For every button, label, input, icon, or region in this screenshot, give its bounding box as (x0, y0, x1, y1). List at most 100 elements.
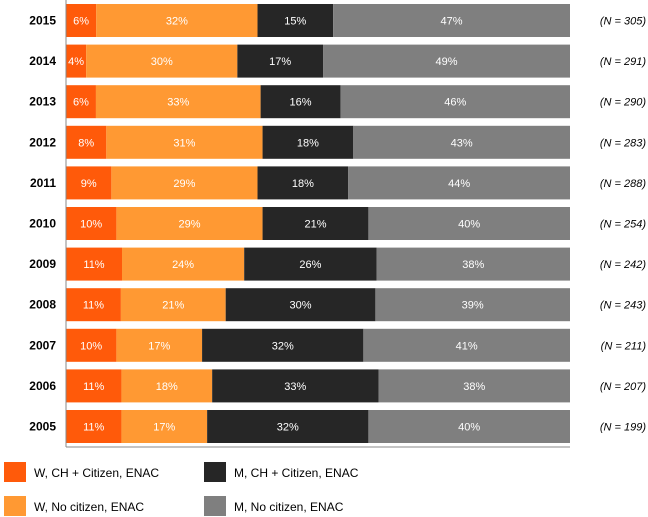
bar-segment-2013-s2 (260, 85, 341, 119)
bar-segment-2009-s3 (376, 247, 570, 281)
data-label-2013-s2: 16% (290, 97, 312, 109)
bar-segment-2006-s2 (212, 369, 379, 403)
legend-label-2: M, CH + Citizen, ENAC (234, 466, 359, 480)
bar-segment-2010-s2 (262, 207, 369, 240)
data-label-2007-s0: 10% (80, 340, 102, 352)
data-label-2014-s3: 49% (436, 56, 458, 68)
data-label-2007-s1: 17% (148, 340, 170, 352)
n-label-2015: (N = 305) (600, 16, 646, 28)
bar-segment-2012-s0 (66, 125, 107, 159)
bars-group (66, 4, 570, 443)
data-label-2008-s2: 30% (290, 300, 312, 312)
bar-segment-2005-s1 (121, 410, 208, 443)
data-label-2014-s2: 17% (269, 56, 291, 68)
data-label-2008-s1: 21% (162, 300, 184, 312)
data-label-2007-s3: 41% (456, 340, 478, 352)
bar-segment-2015-s0 (66, 4, 97, 37)
data-label-2012-s3: 43% (451, 137, 473, 149)
year-label-2009: 2009 (29, 257, 56, 271)
bar-segment-2010-s1 (116, 207, 263, 240)
data-label-2012-s2: 18% (297, 137, 319, 149)
data-label-2006-s2: 33% (284, 381, 306, 393)
bar-segment-2006-s0 (66, 369, 122, 403)
bar-segment-2012-s2 (262, 125, 354, 159)
bar-segment-2015-s2 (257, 4, 334, 37)
year-label-2006: 2006 (29, 379, 56, 393)
bar-segment-2013-s1 (95, 85, 261, 119)
bar-segment-2009-s0 (66, 247, 122, 281)
data-label-2015-s2: 15% (284, 16, 306, 28)
data-label-2010-s1: 29% (178, 219, 200, 231)
data-label-2012-s1: 31% (173, 137, 195, 149)
year-label-2012: 2012 (29, 135, 56, 149)
bar-segment-2014-s0 (66, 44, 87, 78)
n-label-2006: (N = 207) (600, 381, 646, 393)
bar-segment-2007-s1 (116, 328, 203, 362)
legend-swatch-0 (4, 462, 26, 482)
legend: W, CH + Citizen, ENAC M, CH + Citizen, EN… (4, 462, 359, 516)
bar-segment-2014-s3 (323, 44, 570, 78)
year-label-2011: 2011 (30, 176, 56, 190)
data-label-2011-s0: 9% (81, 178, 97, 190)
data-label-2008-s3: 39% (462, 300, 484, 312)
bar-segment-2007-s3 (363, 328, 570, 362)
bar-segment-2014-s1 (86, 44, 238, 78)
n-label-2007: (N = 211) (601, 340, 647, 352)
bar-segment-2008-s3 (375, 288, 570, 322)
data-label-2012-s0: 8% (78, 137, 94, 149)
legend-label-3: M, No citizen, ENAC (234, 500, 344, 514)
n-label-2009: (N = 242) (600, 259, 646, 271)
data-label-2009-s1: 24% (172, 259, 194, 271)
data-label-2014-s1: 30% (151, 56, 173, 68)
data-label-2005-s3: 40% (458, 422, 480, 434)
year-label-2008: 2008 (29, 298, 56, 312)
n-label-2010: (N = 254) (600, 219, 646, 231)
n-label-2011: (N = 288) (600, 178, 646, 190)
bar-segment-2005-s2 (207, 410, 369, 443)
bar-segment-2013-s0 (66, 85, 96, 119)
year-label-2007: 2007 (29, 338, 56, 352)
bar-segment-2007-s0 (66, 328, 117, 362)
bar-segment-2008-s1 (120, 288, 226, 322)
labels-group: 2015 6% 32% 15% 47% (N = 305) 2014 4% 30% 17% 49% (… (29, 14, 646, 434)
year-label-2010: 2010 (29, 217, 56, 231)
bar-segment-2007-s2 (202, 328, 364, 362)
data-label-2009-s3: 38% (462, 259, 484, 271)
bar-segment-2015-s3 (333, 4, 570, 37)
year-label-2005: 2005 (29, 420, 56, 434)
n-label-2012: (N = 283) (600, 137, 646, 149)
bar-segment-2011-s2 (257, 166, 349, 200)
data-label-2014-s0: 4% (68, 56, 84, 68)
data-label-2005-s1: 17% (153, 422, 175, 434)
data-label-2011-s3: 44% (448, 178, 470, 190)
data-label-2010-s3: 40% (458, 219, 480, 231)
data-label-2006-s0: 11% (83, 381, 104, 393)
data-label-2015-s1: 32% (166, 16, 188, 28)
bar-segment-2006-s3 (378, 369, 570, 403)
data-label-2005-s0: 11% (83, 422, 104, 434)
bar-segment-2013-s3 (340, 85, 570, 119)
bar-segment-2012-s1 (106, 125, 263, 159)
bar-segment-2008-s2 (225, 288, 376, 322)
data-label-2013-s0: 6% (73, 97, 89, 109)
n-label-2005: (N = 199) (600, 422, 646, 434)
data-label-2010-s0: 10% (80, 219, 102, 231)
bar-segment-2005-s0 (66, 410, 122, 443)
bar-segment-2011-s0 (66, 166, 112, 200)
legend-label-0: W, CH + Citizen, ENAC (34, 466, 159, 480)
bar-segment-2009-s2 (244, 247, 377, 281)
data-label-2015-s0: 6% (73, 16, 89, 28)
legend-swatch-3 (204, 496, 226, 516)
bar-segment-2006-s1 (121, 369, 213, 403)
bar-segment-2015-s1 (96, 4, 258, 37)
data-label-2008-s0: 11% (83, 300, 104, 312)
n-label-2014: (N = 291) (600, 56, 646, 68)
bar-segment-2012-s3 (353, 125, 570, 159)
bar-segment-2011-s1 (111, 166, 258, 200)
data-label-2009-s0: 11% (83, 259, 104, 271)
legend-swatch-1 (4, 496, 26, 516)
year-label-2014: 2014 (29, 54, 56, 68)
data-label-2006-s3: 38% (463, 381, 485, 393)
legend-swatch-2 (204, 462, 226, 482)
